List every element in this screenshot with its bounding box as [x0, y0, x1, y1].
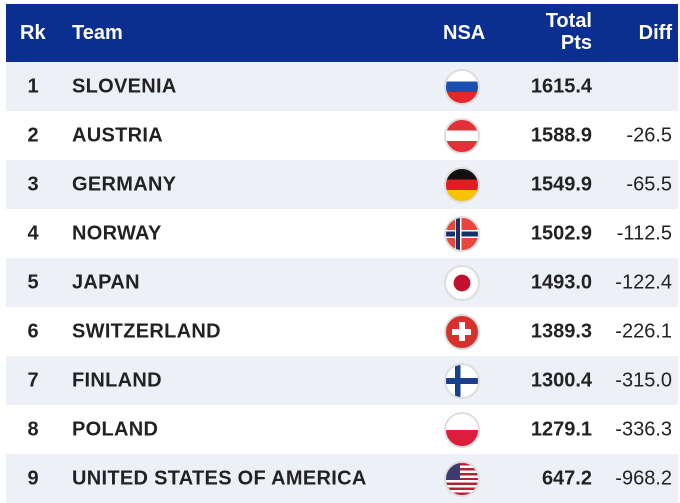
team-name[interactable]: JAPAN	[72, 271, 140, 293]
total-points: 1279.1	[530, 418, 592, 440]
rank: 2	[27, 124, 39, 146]
header-team[interactable]: Team	[72, 22, 123, 44]
slovenia-flag-icon	[444, 68, 480, 105]
header-diff[interactable]: Diff	[638, 22, 672, 44]
points-diff: -65.5	[626, 173, 672, 195]
total-points: 1615.4	[530, 75, 592, 97]
table-row: 1 SLOVENIA 1615.4	[6, 62, 678, 111]
rank: 6	[27, 320, 39, 342]
team-name[interactable]: POLAND	[72, 418, 159, 440]
table-row: 2 AUSTRIA 1588.9 -26.5	[6, 111, 678, 160]
total-points: 1300.4	[530, 369, 592, 391]
total-points: 1493.0	[530, 271, 592, 293]
switzerland-flag-icon	[444, 313, 480, 350]
finland-flag-icon	[444, 362, 480, 399]
japan-flag-icon	[444, 264, 480, 301]
rank: 3	[27, 173, 39, 195]
rank: 1	[27, 75, 39, 97]
points-diff: -26.5	[626, 124, 672, 146]
header-total-line1: Total	[545, 10, 592, 32]
austria-flag-icon	[444, 117, 480, 154]
team-name[interactable]: FINLAND	[72, 369, 162, 391]
points-diff: -336.3	[615, 418, 672, 440]
team-name[interactable]: GERMANY	[72, 173, 177, 195]
total-points: 647.2	[541, 467, 592, 489]
points-diff: -112.5	[616, 222, 672, 244]
header-nsa[interactable]: NSA	[443, 22, 486, 44]
total-points: 1389.3	[530, 320, 592, 342]
header-total-line2: Pts	[560, 32, 592, 54]
poland-flag-icon	[444, 411, 480, 448]
rank: 5	[27, 271, 39, 293]
total-points: 1549.9	[530, 173, 592, 195]
total-points: 1588.9	[530, 124, 592, 146]
rank: 9	[27, 467, 39, 489]
team-name[interactable]: SWITZERLAND	[72, 320, 221, 342]
team-name[interactable]: SLOVENIA	[72, 75, 177, 97]
rank: 8	[27, 418, 39, 440]
team-name[interactable]: AUSTRIA	[72, 124, 163, 146]
points-diff: -226.1	[615, 320, 672, 342]
table-row: 5 JAPAN 1493.0 -122.4	[6, 258, 678, 307]
usa-flag-icon	[444, 460, 480, 497]
points-diff: -315.0	[615, 369, 672, 391]
table-row: 9 UNITED STATES OF AMERICA 647.2 -968.2	[6, 454, 678, 503]
total-points: 1502.9	[530, 222, 592, 244]
table-row: 6 SWITZERLAND 1389.3 -226.1	[6, 307, 678, 356]
rank: 4	[27, 222, 39, 244]
table-row: 7 FINLAND 1300.4 -315.0	[6, 356, 678, 405]
header-total-pts[interactable]: Total Pts	[546, 10, 592, 54]
standings-table: Rk Team NSA Total Pts Diff 1 SLOVENIA 161…	[6, 4, 678, 503]
team-name[interactable]: UNITED STATES OF AMERICA	[72, 467, 367, 489]
points-diff: -968.2	[615, 467, 672, 489]
rank: 7	[27, 369, 39, 391]
table-row: 4 NORWAY 1502.9 -112.5	[6, 209, 678, 258]
norway-flag-icon	[444, 215, 480, 252]
table-row: 3 GERMANY 1549.9 -65.5	[6, 160, 678, 209]
germany-flag-icon	[444, 166, 480, 203]
team-name[interactable]: NORWAY	[72, 222, 162, 244]
header-rank[interactable]: Rk	[20, 22, 46, 44]
table-header: Rk Team NSA Total Pts Diff	[6, 4, 678, 62]
points-diff: -122.4	[615, 271, 672, 293]
table-row: 8 POLAND 1279.1 -336.3	[6, 405, 678, 454]
